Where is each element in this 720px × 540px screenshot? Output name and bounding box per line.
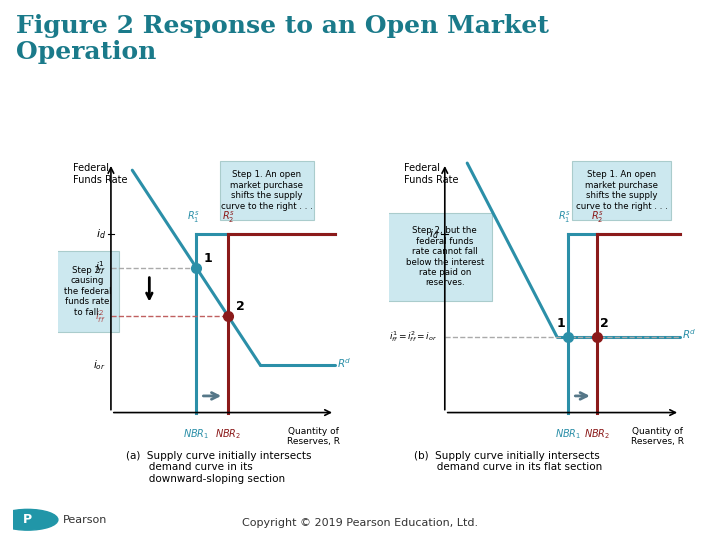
Text: P: P bbox=[23, 513, 32, 526]
Text: Federal
Funds Rate: Federal Funds Rate bbox=[73, 163, 127, 185]
Text: $R^d$: $R^d$ bbox=[337, 356, 351, 369]
Text: $i_d$: $i_d$ bbox=[96, 227, 106, 241]
Text: $i^1_{ff}$: $i^1_{ff}$ bbox=[95, 259, 106, 276]
Text: Figure 2 Response to an Open Market: Figure 2 Response to an Open Market bbox=[16, 14, 549, 37]
Text: Step 2,
causing
the federal
funds rate
to fall.: Step 2, causing the federal funds rate t… bbox=[63, 266, 111, 316]
Text: $i_d$: $i_d$ bbox=[429, 227, 439, 241]
Text: $i^1_{ff} = i^2_{ff} = i_{or}$: $i^1_{ff} = i^2_{ff} = i_{or}$ bbox=[389, 329, 437, 344]
Text: $R^s_2$: $R^s_2$ bbox=[590, 210, 603, 225]
Text: $i_{or}$: $i_{or}$ bbox=[93, 358, 106, 372]
Text: $R^s_1$: $R^s_1$ bbox=[558, 210, 571, 225]
Text: $R^s_1$: $R^s_1$ bbox=[186, 210, 199, 225]
Text: $NBR_1$: $NBR_1$ bbox=[555, 427, 581, 441]
FancyBboxPatch shape bbox=[572, 161, 671, 220]
Text: Operation: Operation bbox=[16, 40, 156, 64]
Text: 2: 2 bbox=[235, 300, 245, 313]
FancyBboxPatch shape bbox=[387, 213, 492, 301]
Text: Copyright © 2019 Pearson Education, Ltd.: Copyright © 2019 Pearson Education, Ltd. bbox=[242, 518, 478, 528]
Text: Step 1. An open
market purchase
shifts the supply
curve to the right . . .: Step 1. An open market purchase shifts t… bbox=[576, 170, 667, 211]
Text: 1: 1 bbox=[557, 317, 565, 330]
Text: $i^2_{ff}$: $i^2_{ff}$ bbox=[95, 308, 106, 325]
Text: Quantity of
Reserves, R: Quantity of Reserves, R bbox=[631, 427, 684, 446]
Circle shape bbox=[0, 509, 58, 530]
Text: 1: 1 bbox=[204, 252, 212, 265]
Text: Quantity of
Reserves, R: Quantity of Reserves, R bbox=[287, 427, 340, 446]
Text: $R^d$: $R^d$ bbox=[683, 327, 697, 341]
Text: Pearson: Pearson bbox=[63, 515, 107, 525]
Text: $NBR_2$: $NBR_2$ bbox=[215, 427, 241, 441]
FancyBboxPatch shape bbox=[55, 251, 120, 332]
Text: Step 1. An open
market purchase
shifts the supply
curve to the right . . .: Step 1. An open market purchase shifts t… bbox=[221, 170, 312, 211]
Text: $R^s_2$: $R^s_2$ bbox=[222, 210, 235, 225]
Text: (b)  Supply curve initially intersects
       demand curve in its flat section: (b) Supply curve initially intersects de… bbox=[414, 451, 602, 472]
FancyBboxPatch shape bbox=[220, 161, 314, 220]
Text: (a)  Supply curve initially intersects
       demand curve in its
       downwar: (a) Supply curve initially intersects de… bbox=[126, 451, 312, 484]
Text: Federal
Funds Rate: Federal Funds Rate bbox=[405, 163, 459, 185]
Text: $NBR_2$: $NBR_2$ bbox=[584, 427, 611, 441]
Text: 2: 2 bbox=[600, 317, 609, 330]
Text: Step 2, but the
federal funds
rate cannot fall
below the interest
rate paid on
r: Step 2, but the federal funds rate canno… bbox=[405, 226, 484, 287]
Text: $NBR_1$: $NBR_1$ bbox=[183, 427, 210, 441]
